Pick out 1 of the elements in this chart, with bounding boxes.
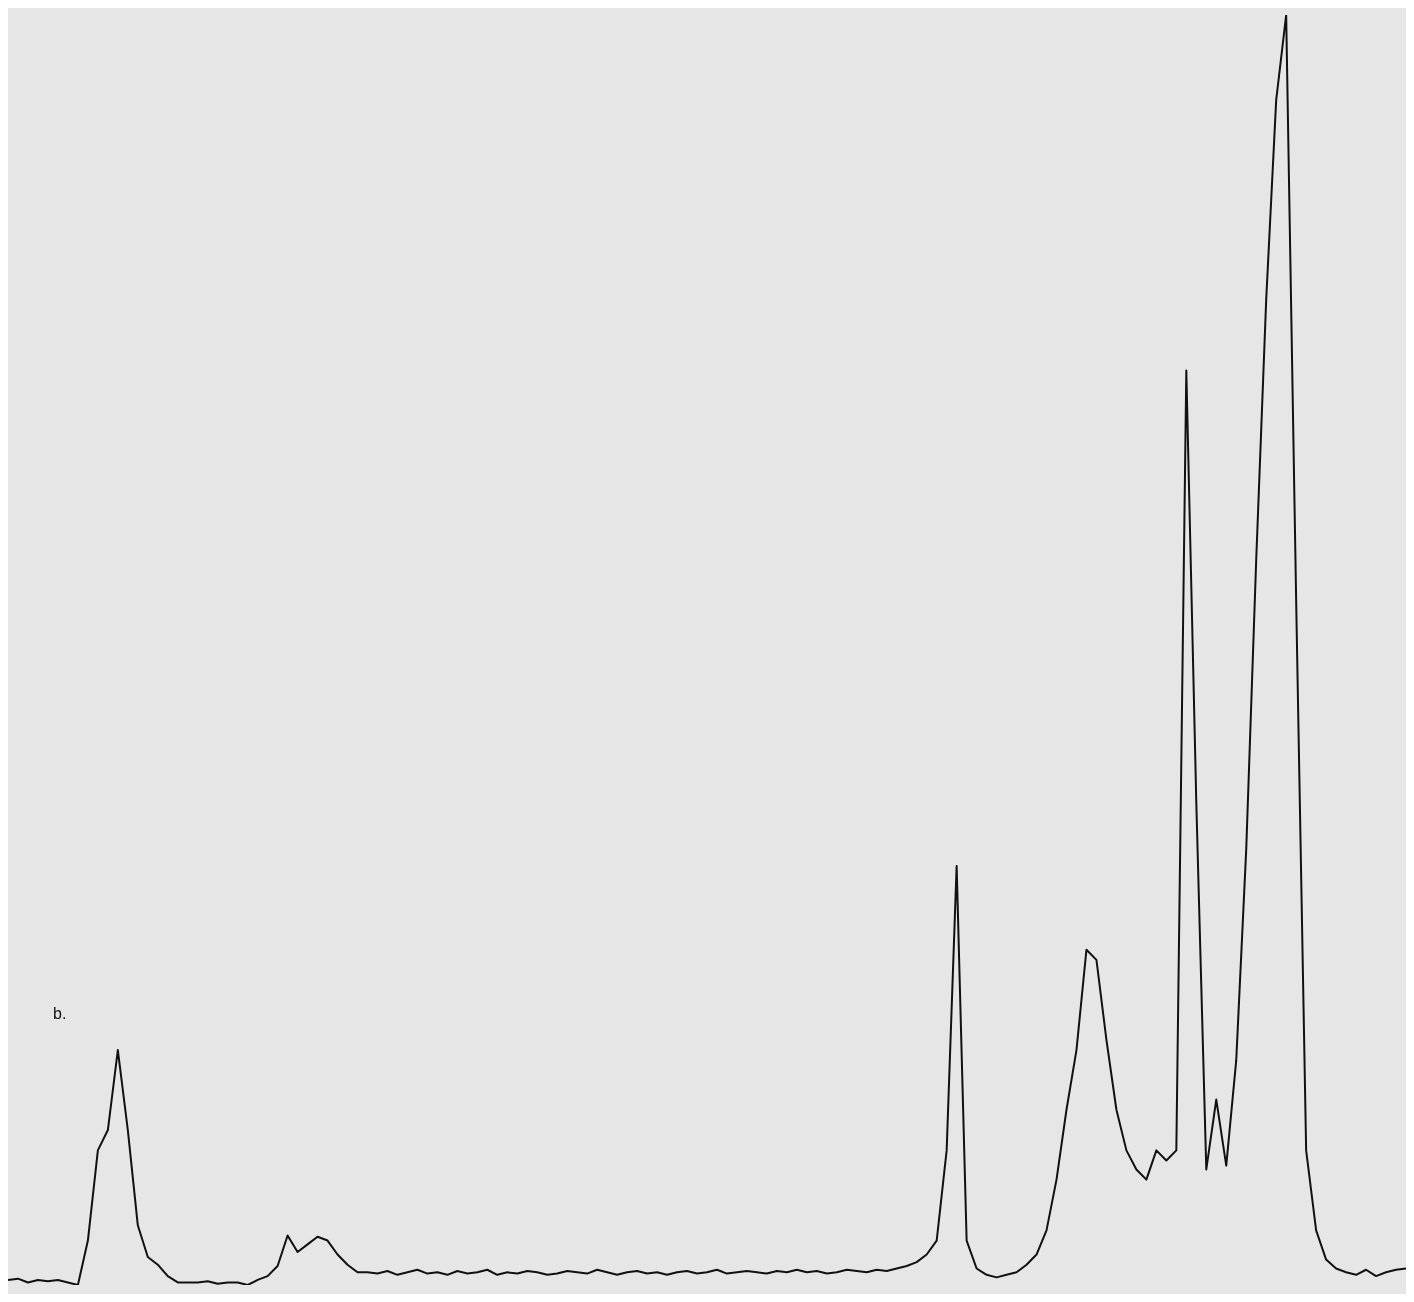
annotation: b. bbox=[53, 1005, 67, 1023]
